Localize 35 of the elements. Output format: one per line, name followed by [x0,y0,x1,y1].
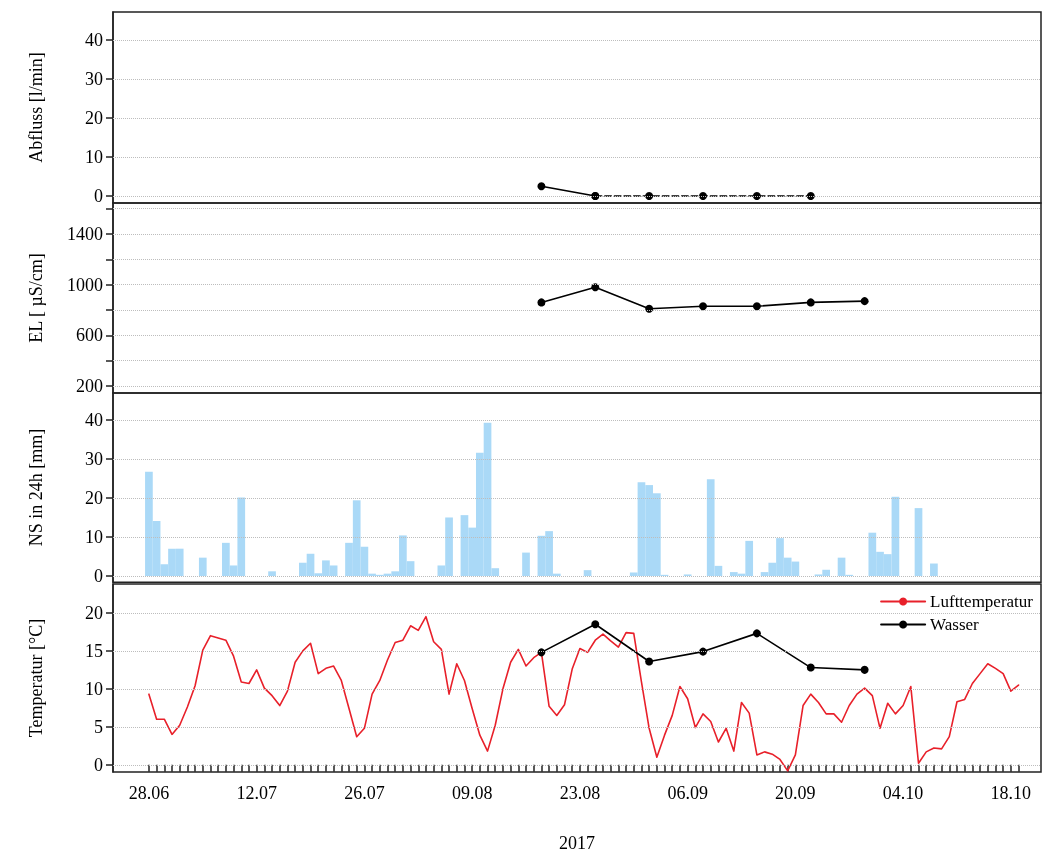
y-tick-label: 1000 [67,274,103,295]
x-tick-label: 18.10 [990,783,1032,803]
x-tick-label: 28.06 [128,783,170,803]
x-tick-label: 04.10 [882,783,924,803]
y-tick-label: 600 [76,325,103,346]
y-tick-label: 40 [85,409,103,430]
x-tick-label: 26.07 [344,783,385,803]
x-axis-title: 2017 [559,833,595,853]
y-axis-title: Temperatur [°C] [26,618,46,738]
y-axis-title: EL [ µS/cm] [26,253,46,343]
y-tick-label: 0 [94,566,103,586]
x-tick-label: 12.07 [236,783,277,803]
y-tick-label: 20 [85,602,103,623]
y-tick-label: 20 [85,108,103,129]
y-tick-label: 1400 [67,224,103,245]
y-tick-label: 15 [85,640,103,661]
y-tick-label: 10 [85,147,103,167]
y-tick-label: 200 [76,376,103,396]
y-tick-label: 10 [85,678,103,699]
y-axis-title: NS in 24h [mm] [26,428,46,547]
x-tick-label: 20.09 [775,783,816,803]
y-tick-label: 30 [85,448,103,469]
y-tick-label: 5 [94,716,103,737]
y-tick-label: 0 [94,754,103,775]
x-tick-label: 23.08 [559,783,601,803]
x-tick-label: 06.09 [667,783,708,803]
y-tick-label: 0 [94,185,103,206]
y-axis-title: Abfluss [l/min] [26,52,46,163]
legend-label: Wasser [930,615,980,634]
y-tick-label: 20 [85,487,103,508]
x-tick-label: 09.08 [451,783,493,803]
y-tick-label: 40 [85,30,103,51]
y-tick-label: 30 [85,69,103,90]
legend-label: Lufttemperatur [930,592,1034,611]
y-tick-label: 10 [85,526,103,547]
